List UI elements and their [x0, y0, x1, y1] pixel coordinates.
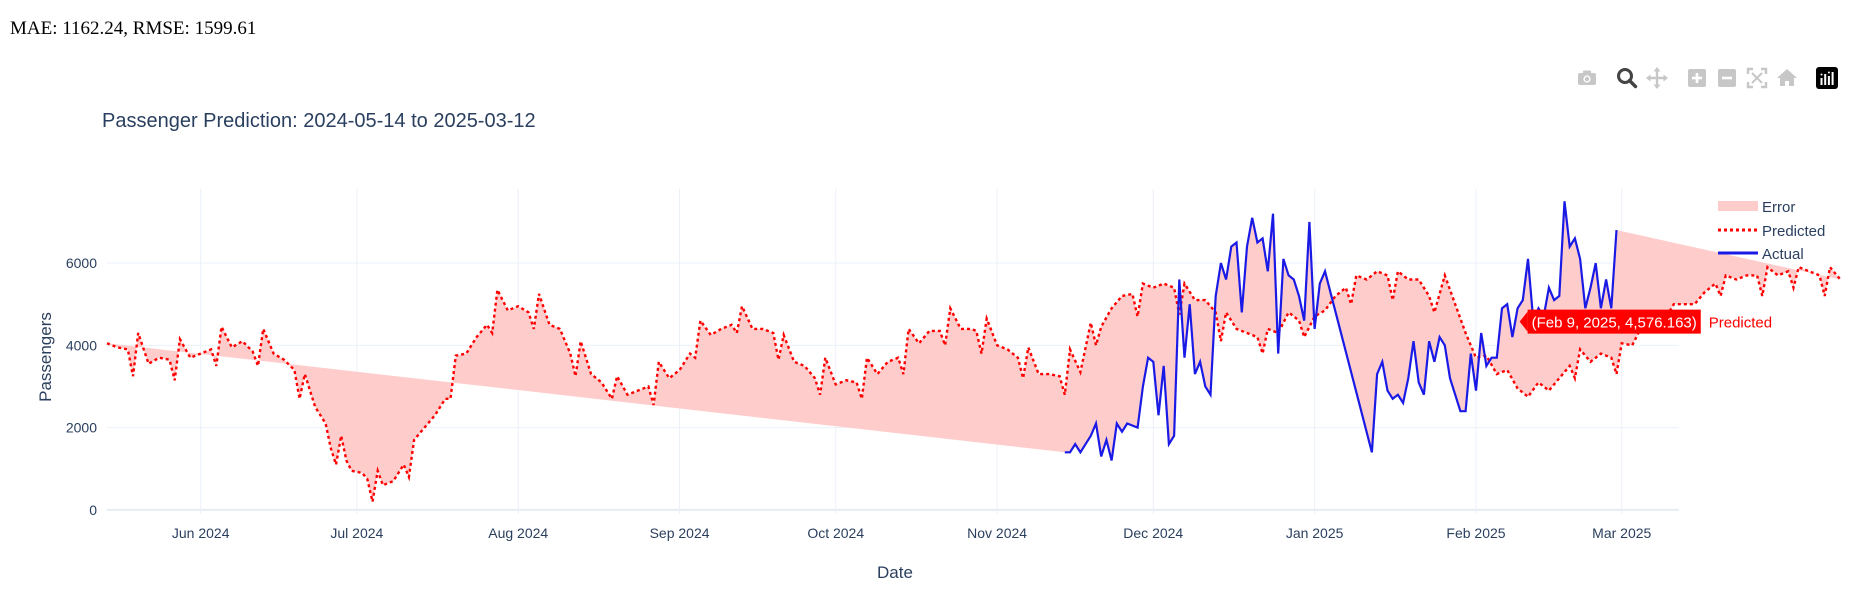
y-tick-label: 2000 — [66, 420, 97, 436]
x-tick-label: Jan 2025 — [1286, 525, 1344, 541]
x-tick-label: Jul 2024 — [330, 525, 383, 541]
y-tick-label: 0 — [89, 502, 97, 518]
plotly-logo-icon[interactable] — [1815, 66, 1839, 90]
legend-label-predicted: Predicted — [1762, 223, 1825, 240]
hover-arrow — [1519, 311, 1528, 332]
zoom-icon[interactable] — [1615, 66, 1639, 90]
x-tick-label: Mar 2025 — [1592, 525, 1651, 541]
camera-icon[interactable] — [1575, 66, 1599, 90]
pan-icon[interactable] — [1645, 66, 1669, 90]
gridlines — [107, 189, 1679, 514]
x-tick-label: Oct 2024 — [807, 525, 864, 541]
hover-series-name: Predicted — [1709, 315, 1772, 332]
zoom-out-icon[interactable] — [1715, 66, 1739, 90]
legend-swatch-error — [1718, 201, 1758, 211]
chart-title: Passenger Prediction: 2024-05-14 to 2025… — [102, 110, 536, 132]
x-tick-label: Sep 2024 — [650, 525, 710, 541]
y-axis-title: Passengers — [36, 312, 55, 402]
y-tick-label: 4000 — [66, 337, 97, 353]
y-tick-label: 6000 — [66, 255, 97, 271]
x-tick-label: Feb 2025 — [1446, 525, 1505, 541]
legend-label-actual: Actual — [1762, 246, 1804, 263]
x-tick-label: Dec 2024 — [1123, 525, 1183, 541]
x-tick-label: Jun 2024 — [172, 525, 230, 541]
legend-item-error[interactable]: Error — [1718, 199, 1795, 216]
error-band — [107, 201, 1841, 502]
error-layer — [107, 201, 1841, 502]
x-tick-label: Aug 2024 — [488, 525, 548, 541]
home-icon[interactable] — [1775, 66, 1799, 90]
metrics-text: MAE: 1162.24, RMSE: 1599.61 — [10, 18, 257, 39]
hover-value-label: (Feb 9, 2025, 4,576.163) — [1532, 315, 1697, 332]
hover-layer: (Feb 9, 2025, 4,576.163) Predicted — [1519, 309, 1772, 334]
autoscale-icon[interactable] — [1745, 66, 1769, 90]
legend: Error Predicted Actual — [1718, 199, 1825, 263]
x-tick-label: Nov 2024 — [967, 525, 1027, 541]
axes-layer: 0 2000 4000 6000 Jun 2024 Jul 2024 Aug 2024 Sep… — [66, 255, 1652, 541]
hover-box — [1527, 309, 1701, 334]
legend-item-actual[interactable]: Actual — [1718, 246, 1804, 263]
x-axis-title: Date — [877, 563, 913, 582]
legend-item-predicted[interactable]: Predicted — [1718, 223, 1825, 240]
zoom-in-icon[interactable] — [1685, 66, 1709, 90]
legend-label-error: Error — [1762, 199, 1795, 216]
